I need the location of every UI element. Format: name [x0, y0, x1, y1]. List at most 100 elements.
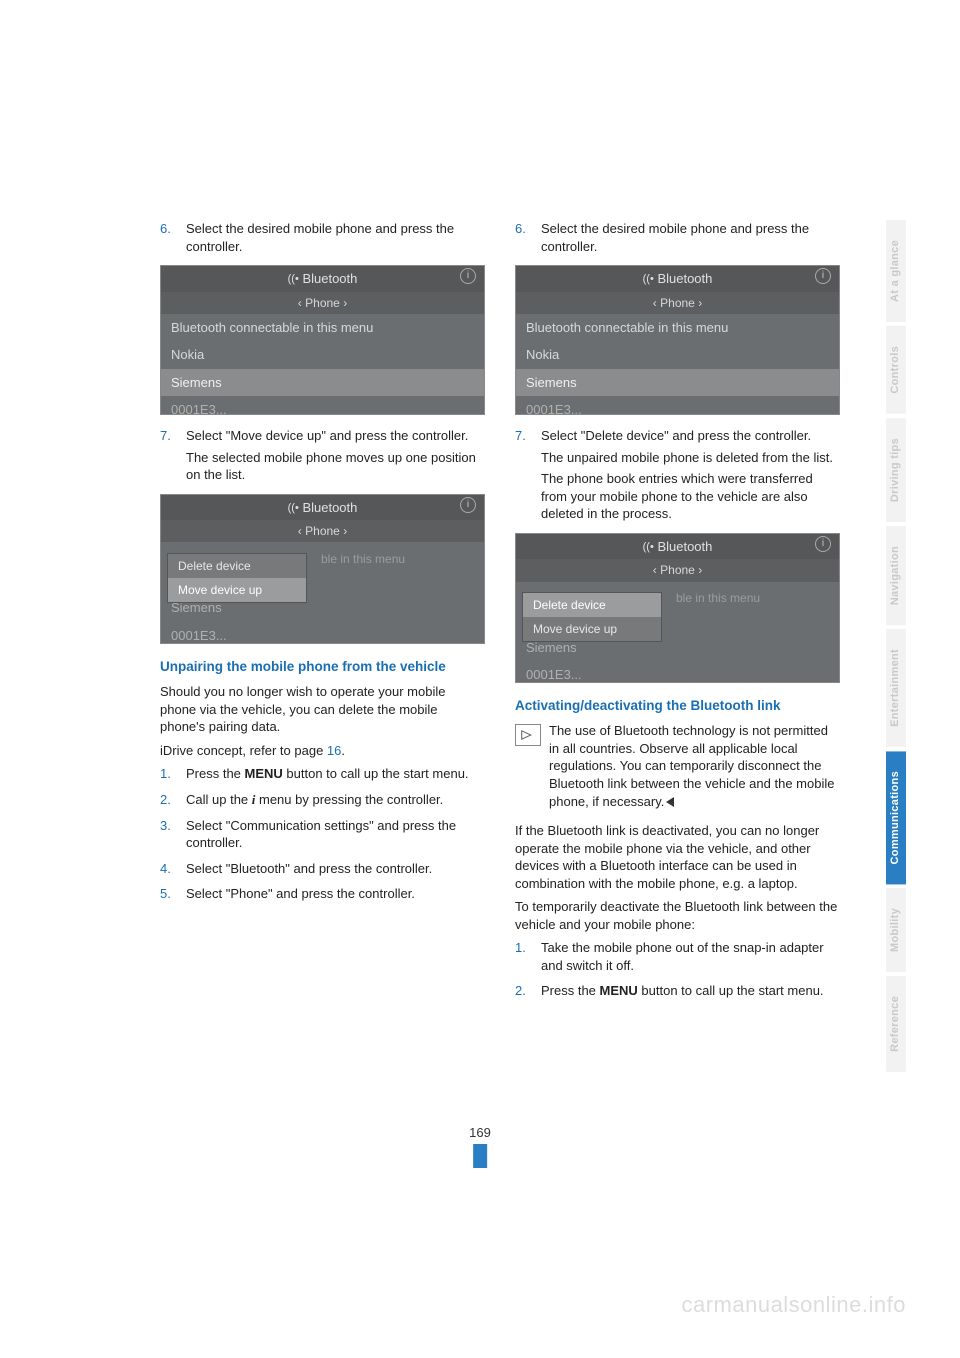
tab-entertainment[interactable]: Entertainment — [886, 629, 906, 747]
text: button to call up the start menu. — [283, 766, 469, 781]
step-text-line: Select "Move device up" and press the co… — [186, 428, 468, 443]
step-number: 6. — [160, 220, 176, 255]
text: Call up the — [186, 792, 252, 807]
step-number: 2. — [515, 982, 531, 1000]
shot-subbar: ‹ Phone › — [161, 292, 484, 314]
watermark: carmanualsonline.info — [681, 1292, 906, 1318]
info-icon: i — [460, 268, 476, 284]
step-number: 1. — [515, 939, 531, 974]
left-screenshot-1: ((• Bluetooth i ‹ Phone › Bluetooth conn… — [160, 265, 485, 415]
ghost-text: ble in this menu — [676, 590, 760, 606]
step-text: Select "Communication settings" and pres… — [186, 817, 485, 852]
shot-row: 0001E3... — [516, 396, 839, 424]
page-link[interactable]: 16 — [327, 743, 341, 758]
page-marker — [473, 1144, 487, 1168]
step-text: Press the MENU button to call up the sta… — [186, 765, 485, 783]
paragraph: If the Bluetooth link is deactivated, yo… — [515, 822, 840, 892]
shot-title: Bluetooth — [302, 271, 357, 286]
menu-button-label: MENU — [245, 766, 283, 781]
bluetooth-icon: ((• — [288, 273, 299, 285]
step-text: Select "Delete device" and press the con… — [541, 427, 840, 523]
shot-title: Bluetooth — [657, 271, 712, 286]
left-screenshot-2: ((• Bluetooth i ‹ Phone › ble in this me… — [160, 494, 485, 644]
shot-sub: Phone — [660, 296, 695, 310]
step-number: 7. — [160, 427, 176, 484]
note-text: The use of Bluetooth technology is not p… — [549, 722, 840, 810]
paragraph: Should you no longer wish to operate you… — [160, 683, 485, 736]
text: Press the — [541, 983, 600, 998]
page-content: 6. Select the desired mobile phone and p… — [160, 220, 840, 1008]
step-text: Press the MENU button to call up the sta… — [541, 982, 840, 1000]
shot-row: 0001E3... — [161, 396, 484, 424]
tab-mobility[interactable]: Mobility — [886, 888, 906, 972]
section-heading: Unpairing the mobile phone from the vehi… — [160, 658, 485, 676]
shot-row: Nokia — [161, 341, 484, 369]
step-number: 3. — [160, 817, 176, 852]
info-icon: i — [815, 536, 831, 552]
menu-item-selected: Delete device — [523, 593, 661, 617]
shot-row-highlighted: Siemens — [516, 369, 839, 397]
step-number: 5. — [160, 885, 176, 903]
text: iDrive concept, refer to page — [160, 743, 327, 758]
tab-at-a-glance[interactable]: At a glance — [886, 220, 906, 322]
left-step-7: 7. Select "Move device up" and press the… — [160, 427, 485, 484]
shot-sub: Phone — [305, 524, 340, 538]
step-number: 1. — [160, 765, 176, 783]
shot-sub: Phone — [305, 296, 340, 310]
list-item: 4. Select "Bluetooth" and press the cont… — [160, 860, 485, 878]
text: . — [341, 743, 345, 758]
right-step-6: 6. Select the desired mobile phone and p… — [515, 220, 840, 255]
arrow-right-icon: › — [343, 296, 347, 310]
shot-row: 0001E3... — [161, 622, 484, 650]
paragraph: iDrive concept, refer to page 16. — [160, 742, 485, 760]
shot-row: 0001E3... — [516, 661, 839, 689]
list-item: 1. Take the mobile phone out of the snap… — [515, 939, 840, 974]
right-screenshot-2: ((• Bluetooth i ‹ Phone › ble in this me… — [515, 533, 840, 683]
step-text: Select the desired mobile phone and pres… — [186, 220, 485, 255]
shot-titlebar: ((• Bluetooth i — [161, 495, 484, 521]
list-item: 5. Select "Phone" and press the controll… — [160, 885, 485, 903]
step-text: Select "Move device up" and press the co… — [186, 427, 485, 484]
shot-titlebar: ((• Bluetooth i — [516, 266, 839, 292]
right-screenshot-1: ((• Bluetooth i ‹ Phone › Bluetooth conn… — [515, 265, 840, 415]
shot-row-highlighted: Siemens — [161, 369, 484, 397]
list-item: 2. Call up the i menu by pressing the co… — [160, 791, 485, 809]
step-text: Select "Bluetooth" and press the control… — [186, 860, 485, 878]
tab-controls[interactable]: Controls — [886, 326, 906, 414]
page-number: 169 — [469, 1125, 491, 1140]
shot-row: Nokia — [516, 341, 839, 369]
left-step-6: 6. Select the desired mobile phone and p… — [160, 220, 485, 255]
step-text: Take the mobile phone out of the snap-in… — [541, 939, 840, 974]
arrow-right-icon: › — [698, 296, 702, 310]
arrow-right-icon: › — [343, 524, 347, 538]
tab-driving-tips[interactable]: Driving tips — [886, 418, 906, 522]
tab-navigation[interactable]: Navigation — [886, 526, 906, 625]
menu-item: Delete device — [168, 554, 306, 578]
list-item: 2. Press the MENU button to call up the … — [515, 982, 840, 1000]
step-number: 6. — [515, 220, 531, 255]
shot-titlebar: ((• Bluetooth i — [161, 266, 484, 292]
shot-subbar: ‹ Phone › — [161, 520, 484, 542]
paragraph: To temporarily deactivate the Bluetooth … — [515, 898, 840, 933]
page-number-block: 169 — [469, 1125, 491, 1168]
list-item: 3. Select "Communication settings" and p… — [160, 817, 485, 852]
arrow-right-icon: › — [698, 563, 702, 577]
step-number: 4. — [160, 860, 176, 878]
text: menu by pressing the controller. — [255, 792, 443, 807]
left-column: 6. Select the desired mobile phone and p… — [160, 220, 485, 1008]
section-heading: Activating/deactivating the Bluetooth li… — [515, 697, 840, 715]
tab-communications[interactable]: Communications — [886, 751, 906, 884]
step-text-sub: The unpaired mobile phone is deleted fro… — [541, 449, 840, 467]
shot-title: Bluetooth — [302, 500, 357, 515]
text: The use of Bluetooth technology is not p… — [549, 723, 834, 808]
shot-row: Bluetooth connectable in this menu — [161, 314, 484, 342]
step-number: 2. — [160, 791, 176, 809]
step-text: Select the desired mobile phone and pres… — [541, 220, 840, 255]
shot-row: Bluetooth connectable in this menu — [516, 314, 839, 342]
tab-reference[interactable]: Reference — [886, 976, 906, 1072]
info-icon: i — [460, 497, 476, 513]
text: Press the — [186, 766, 245, 781]
note-icon — [515, 724, 541, 746]
bluetooth-icon: ((• — [288, 502, 299, 514]
step-number: 7. — [515, 427, 531, 523]
